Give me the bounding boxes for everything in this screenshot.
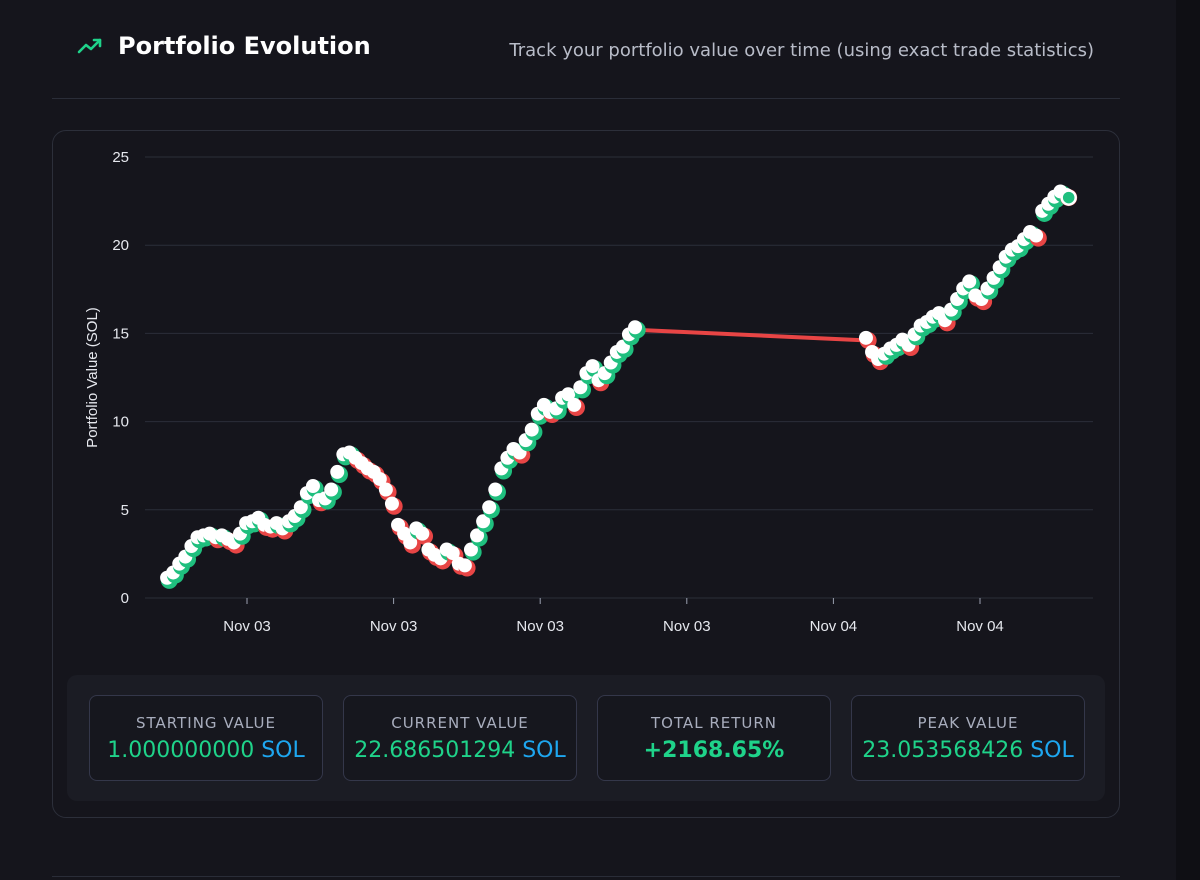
panel-header: Portfolio Evolution Track your portfolio…	[52, 26, 1120, 74]
data-point[interactable]	[567, 397, 585, 416]
data-point[interactable]	[858, 330, 877, 349]
series-gap-line	[635, 327, 871, 343]
data-point[interactable]	[415, 526, 434, 545]
data-point[interactable]	[378, 482, 397, 501]
data-point[interactable]	[384, 496, 403, 515]
data-point[interactable]	[962, 274, 980, 293]
stat-card-total-return: TOTAL RETURN +2168.65%	[597, 695, 831, 781]
data-point[interactable]	[305, 479, 324, 498]
data-point[interactable]	[476, 514, 494, 533]
portfolio-chart[interactable]: 0 5 10 15 20 25 Portfolio Value (SOL) Nov 03 Nov…	[53, 131, 1119, 671]
y-tick-label: 15	[112, 325, 129, 342]
data-point[interactable]	[488, 482, 506, 501]
page-subtitle: Track your portfolio value over time (us…	[509, 40, 1094, 61]
page-title: Portfolio Evolution	[118, 32, 371, 60]
stat-value: +2168.65%	[643, 738, 785, 763]
y-tick-label: 20	[112, 237, 129, 254]
stat-value: 22.686501294 SOL	[354, 738, 566, 763]
stats-row: STARTING VALUE 1.000000000 SOL CURRENT V…	[67, 675, 1105, 801]
data-point[interactable]	[324, 482, 342, 501]
x-tick-label: Nov 03	[223, 618, 271, 635]
stat-label: TOTAL RETURN	[650, 714, 778, 732]
data-point-latest[interactable]	[1060, 189, 1077, 206]
y-tick-label: 25	[112, 149, 129, 166]
stat-value: 23.053568426 SOL	[862, 738, 1074, 763]
data-point[interactable]	[330, 464, 348, 484]
x-tick-label: Nov 04	[810, 618, 858, 635]
y-tick-label: 10	[112, 414, 129, 431]
stat-value: 1.000000000 SOL	[107, 738, 305, 763]
header-divider	[52, 98, 1120, 99]
data-point[interactable]	[403, 535, 421, 554]
trending-up-icon	[77, 38, 102, 54]
chart-card: 0 5 10 15 20 25 Portfolio Value (SOL) Nov 03 Nov…	[52, 130, 1120, 818]
stat-card-peak-value: PEAK VALUE 23.053568426 SOL	[851, 695, 1085, 781]
y-tick-label: 5	[121, 502, 129, 519]
y-axis-label: Portfolio Value (SOL)	[84, 307, 101, 448]
data-point[interactable]	[293, 500, 312, 519]
x-tick-label: Nov 04	[956, 618, 1004, 635]
bottom-divider	[52, 876, 1120, 877]
data-point[interactable]	[482, 500, 500, 519]
stat-card-starting-value: STARTING VALUE 1.000000000 SOL	[89, 695, 323, 781]
y-tick-label: 0	[121, 590, 129, 607]
data-point[interactable]	[1029, 228, 1047, 247]
stat-label: CURRENT VALUE	[391, 714, 529, 732]
portfolio-evolution-panel: Portfolio Evolution Track your portfolio…	[52, 0, 1120, 880]
data-point[interactable]	[457, 558, 476, 577]
stat-label: PEAK VALUE	[917, 714, 1019, 732]
x-tick-label: Nov 03	[370, 618, 418, 635]
data-point[interactable]	[470, 528, 488, 547]
stat-label: STARTING VALUE	[136, 714, 276, 732]
data-point[interactable]	[573, 380, 592, 399]
data-point[interactable]	[463, 542, 482, 561]
x-tick-label: Nov 03	[516, 618, 564, 635]
data-point[interactable]	[524, 422, 543, 441]
stat-card-current-value: CURRENT VALUE 22.686501294 SOL	[343, 695, 577, 781]
x-tick-label: Nov 03	[663, 618, 711, 635]
data-point[interactable]	[628, 320, 646, 339]
window-edge	[1176, 0, 1200, 880]
